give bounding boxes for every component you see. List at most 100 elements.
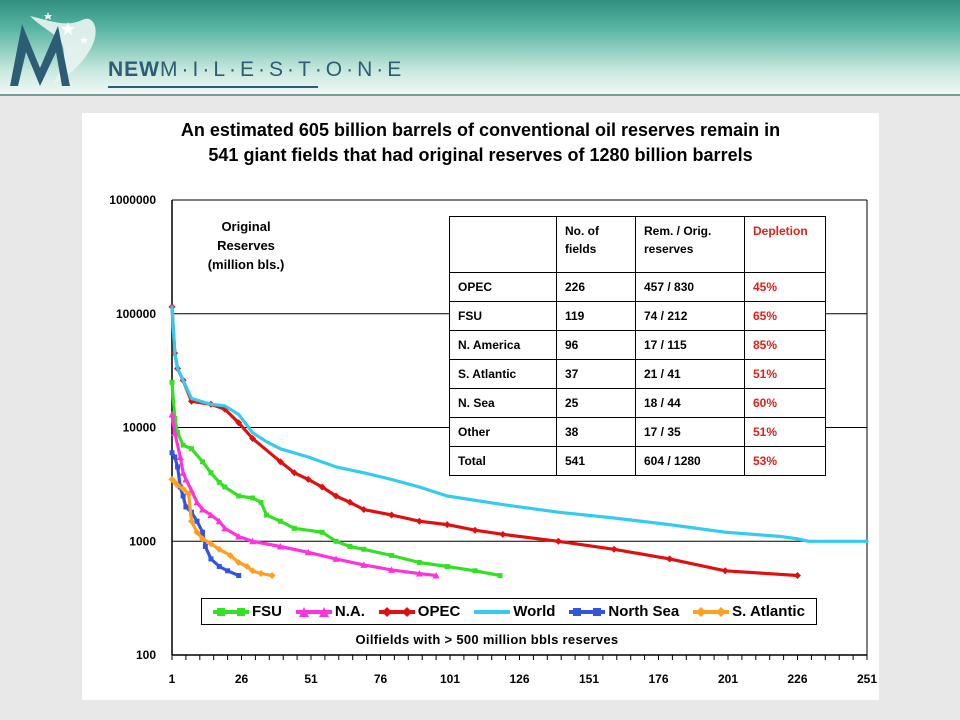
data-point xyxy=(290,469,298,477)
data-point xyxy=(180,442,186,448)
table-cell-depletion: 45% xyxy=(744,272,826,302)
table-cell-region: Other xyxy=(449,417,557,447)
table-row: FSU 119 74 / 212 65% xyxy=(449,301,826,331)
data-point xyxy=(235,533,243,540)
legend-item-north-sea: North Sea xyxy=(569,603,679,620)
legend-item-fsu: FSU xyxy=(212,603,282,620)
data-point xyxy=(415,570,423,577)
chart-title-line-2: 541 giant fields that had original reser… xyxy=(208,145,753,165)
data-point xyxy=(199,535,207,543)
table-cell-reserves: 21 / 41 xyxy=(635,359,745,389)
y-axis-label-line-3: (million bls.) xyxy=(207,257,285,272)
chart-slide: An estimated 605 billion barrels of conv… xyxy=(82,113,879,700)
data-point xyxy=(721,567,729,575)
x-tick-label: 251 xyxy=(857,672,877,686)
data-point xyxy=(554,537,562,545)
legend-label-world: World xyxy=(513,603,556,620)
data-point xyxy=(216,563,222,569)
data-point xyxy=(388,511,396,519)
data-point xyxy=(332,555,340,562)
data-point xyxy=(225,568,231,574)
data-point xyxy=(416,560,422,566)
data-point xyxy=(794,571,801,579)
data-point xyxy=(610,545,618,553)
series-n-a xyxy=(168,411,440,579)
data-point xyxy=(361,546,367,552)
y-axis-label-line-1: Original xyxy=(221,219,271,234)
data-point xyxy=(236,572,242,578)
data-point xyxy=(249,435,257,443)
table-row: Other 38 17 / 35 51% xyxy=(449,417,826,447)
data-point xyxy=(318,483,326,491)
data-point xyxy=(471,526,479,534)
series-line-n-a xyxy=(170,412,438,578)
table-row: Total 541 604 / 1280 53% xyxy=(449,446,826,476)
legend-label-north-sea: North Sea xyxy=(608,603,680,620)
data-point xyxy=(187,517,195,525)
table-cell-fields: 96 xyxy=(556,330,636,360)
chart-title-line-1: An estimated 605 billion barrels of conv… xyxy=(180,120,781,140)
logo-underline xyxy=(108,86,318,88)
data-point xyxy=(276,458,284,466)
y-tick-label: 100000 xyxy=(116,307,156,321)
data-point xyxy=(236,493,242,499)
series-fsu xyxy=(169,379,503,578)
table-cell-reserves: 17 / 35 xyxy=(635,417,745,447)
data-point xyxy=(193,528,201,536)
data-point xyxy=(249,537,257,545)
data-point xyxy=(180,493,186,499)
legend-swatch-opec xyxy=(378,606,415,617)
data-point xyxy=(360,561,368,568)
data-point xyxy=(304,548,312,556)
series-opec xyxy=(168,303,801,579)
legend-label-opec: OPEC xyxy=(417,603,461,620)
table-header-fields-text: No. of fields xyxy=(565,224,599,256)
series-world xyxy=(170,305,869,543)
data-point xyxy=(221,524,229,532)
data-point xyxy=(199,506,207,513)
logo-new-text: NEW xyxy=(108,58,160,81)
table-cell-depletion: 51% xyxy=(744,417,826,447)
data-point xyxy=(169,379,175,385)
data-point xyxy=(176,453,184,461)
data-point xyxy=(175,430,181,436)
x-tick-label: 101 xyxy=(440,672,460,686)
x-tick-label: 151 xyxy=(579,672,599,686)
table-cell-reserves: 604 / 1280 xyxy=(635,446,745,476)
x-tick-label: 226 xyxy=(787,672,807,686)
data-point xyxy=(443,521,451,529)
data-point xyxy=(347,543,353,549)
data-point xyxy=(200,529,206,535)
data-point xyxy=(175,464,181,470)
legend-swatch-north-sea xyxy=(569,607,606,616)
data-point xyxy=(257,570,265,578)
table-row: OPEC 226 457 / 830 45% xyxy=(449,272,826,302)
x-tick-label: 26 xyxy=(235,672,249,686)
table-cell-fields: 119 xyxy=(556,301,636,331)
x-tick-label: 176 xyxy=(648,672,668,686)
data-point xyxy=(291,525,297,531)
data-point xyxy=(171,429,179,436)
data-point xyxy=(243,562,251,570)
data-point xyxy=(194,518,200,524)
table-cell-depletion: 53% xyxy=(744,446,826,476)
data-point xyxy=(388,566,396,573)
chart-legend: FSU N.A. OPEC World North Sea S. Atlanti… xyxy=(201,598,817,625)
data-point xyxy=(182,475,190,483)
legend-swatch-na xyxy=(295,606,332,617)
data-point xyxy=(472,568,478,574)
data-point xyxy=(215,517,223,525)
data-point xyxy=(168,411,176,418)
table-header-reserves-text: Rem. / Orig. reserves xyxy=(644,224,712,256)
table-row: S. Atlantic 37 21 / 41 51% xyxy=(449,359,826,389)
legend-item-s-atlantic: S. Atlantic xyxy=(693,603,805,620)
data-point xyxy=(172,415,178,421)
x-axis-label: Oilfields with > 500 million bbls reserv… xyxy=(355,632,619,647)
legend-label-na: N.A. xyxy=(334,603,365,620)
table-cell-fields: 38 xyxy=(556,417,636,447)
company-logo-icon xyxy=(10,12,96,86)
legend-item-na: N.A. xyxy=(295,603,365,620)
table-cell-reserves: 457 / 830 xyxy=(635,272,745,302)
data-point xyxy=(268,571,276,579)
